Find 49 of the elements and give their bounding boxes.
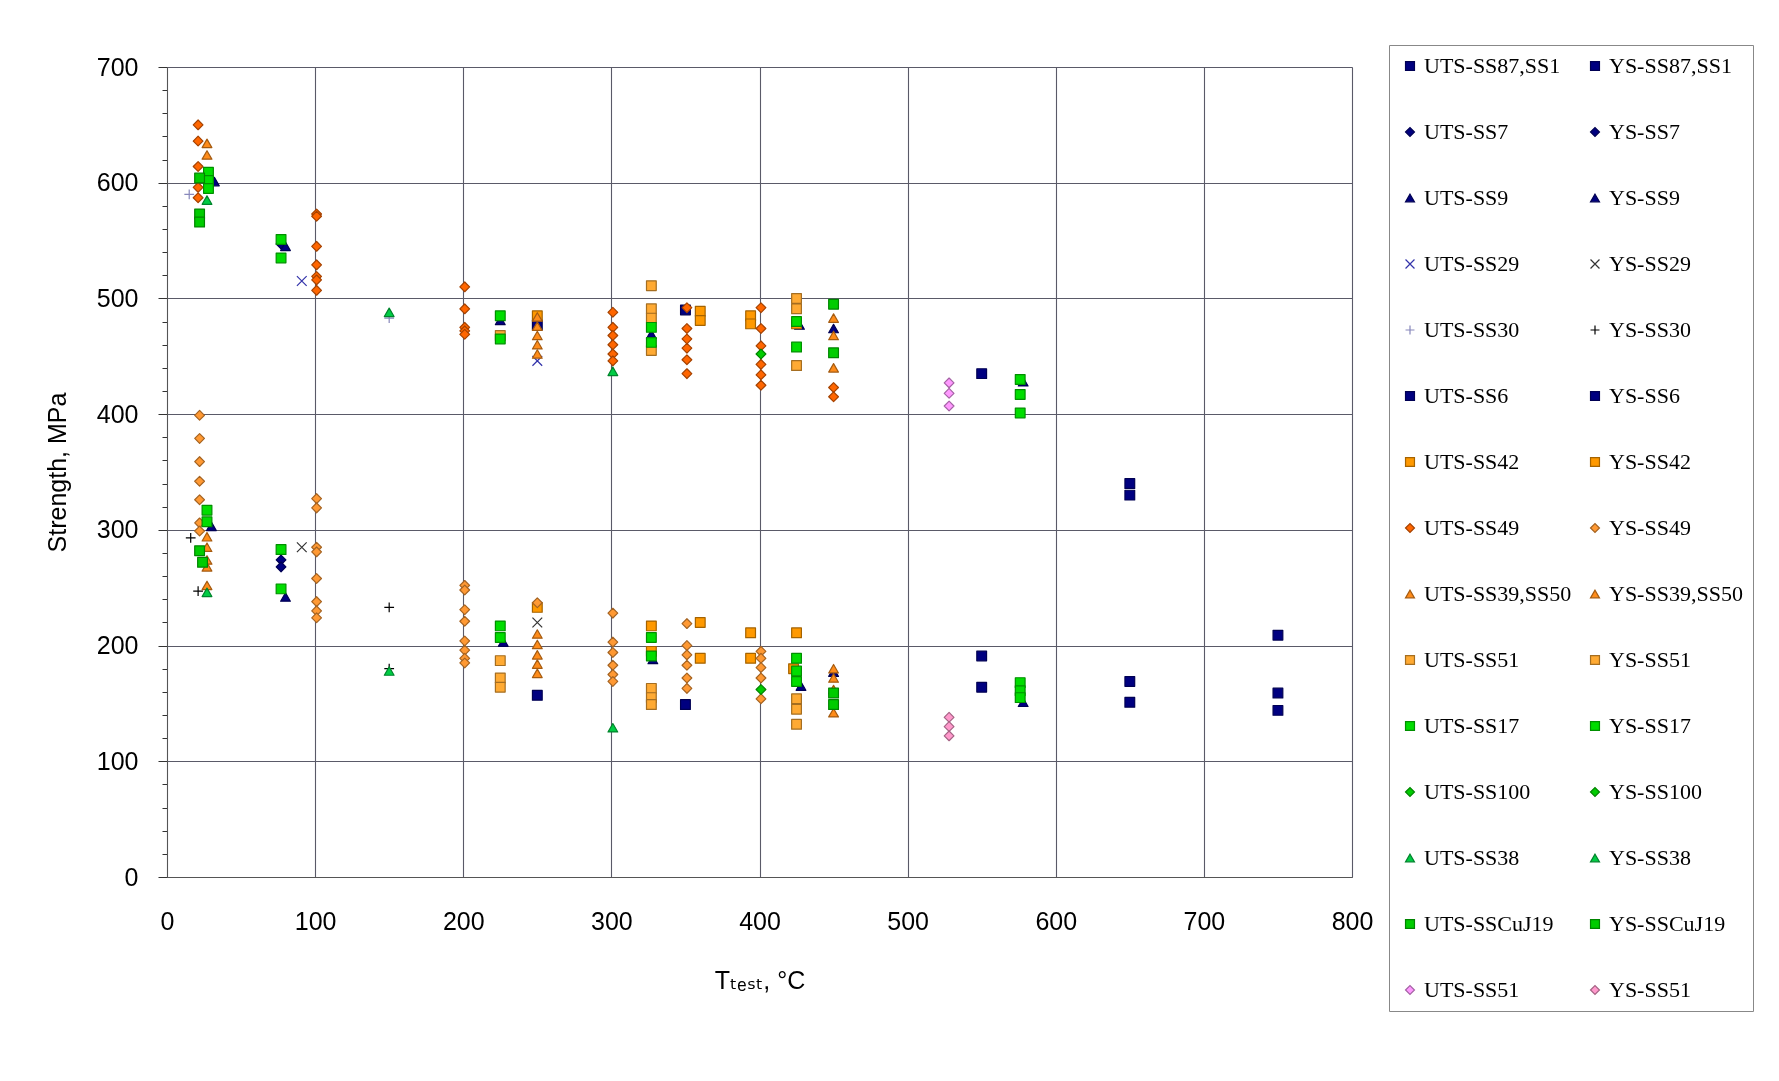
legend-label: YS-SS39,SS50 xyxy=(1609,581,1743,606)
legend-label: UTS-SS49 xyxy=(1424,515,1520,540)
legend-label: UTS-SS29 xyxy=(1424,251,1520,276)
x-tick-label: 700 xyxy=(1183,906,1226,935)
legend-label: YS-SS6 xyxy=(1609,383,1680,408)
legend-label: YS-SS7 xyxy=(1609,119,1680,144)
legend-label: UTS-SSCuJ19 xyxy=(1424,911,1554,936)
y-tick-label: 500 xyxy=(96,283,139,312)
y-tick-label: 100 xyxy=(96,746,139,775)
legend-label: UTS-SS42 xyxy=(1424,449,1520,474)
legend-label: UTS-SS6 xyxy=(1424,383,1509,408)
legend-label: YS-SS17 xyxy=(1609,713,1691,738)
legend-label: YS-SS30 xyxy=(1609,317,1691,342)
y-tick-label: 400 xyxy=(96,399,139,428)
x-tick-label: 600 xyxy=(1035,906,1078,935)
legend-label: UTS-SS9 xyxy=(1424,185,1509,210)
x-tick-label: 500 xyxy=(887,906,929,935)
legend-label: UTS-SS39,SS50 xyxy=(1424,581,1572,606)
y-tick-label: 600 xyxy=(96,168,139,197)
legend-label: UTS-SS7 xyxy=(1424,119,1509,144)
legend-label: YS-SS9 xyxy=(1609,185,1680,210)
legend-label: UTS-SS87,SS1 xyxy=(1424,53,1561,78)
y-tick-label: 200 xyxy=(96,631,139,660)
x-tick-label: 400 xyxy=(739,906,781,935)
x-tick-label: 800 xyxy=(1331,906,1374,935)
x-tick-label: 100 xyxy=(294,906,337,935)
legend-label: YS-SS38 xyxy=(1609,845,1691,870)
x-tick-label: 200 xyxy=(442,906,485,935)
legend-label: YS-SS87,SS1 xyxy=(1609,53,1732,78)
y-tick-label: 0 xyxy=(124,862,139,891)
legend-label: YS-SSCuJ19 xyxy=(1609,911,1726,936)
legend-label: YS-SS51 xyxy=(1609,647,1691,672)
y-tick-label: 300 xyxy=(96,515,139,544)
legend-label: UTS-SS100 xyxy=(1424,779,1531,804)
x-axis-title: Tₜₑₛₜ, °C xyxy=(714,965,806,994)
legend-label: UTS-SS30 xyxy=(1424,317,1520,342)
legend-label: YS-SS100 xyxy=(1609,779,1702,804)
legend-label: UTS-SS51 xyxy=(1424,977,1520,1002)
legend-label: YS-SS49 xyxy=(1609,515,1691,540)
legend-label: UTS-SS51 xyxy=(1424,647,1520,672)
y-tick-label: 700 xyxy=(96,52,139,81)
legend-label: UTS-SS38 xyxy=(1424,845,1520,870)
legend-label: YS-SS29 xyxy=(1609,251,1691,276)
y-axis-title: Strength, MPa xyxy=(42,392,71,553)
x-tick-label: 300 xyxy=(591,906,633,935)
legend-label: YS-SS42 xyxy=(1609,449,1691,474)
x-tick-label: 0 xyxy=(160,906,175,935)
legend-label: UTS-SS17 xyxy=(1424,713,1520,738)
legend-label: YS-SS51 xyxy=(1609,977,1691,1002)
